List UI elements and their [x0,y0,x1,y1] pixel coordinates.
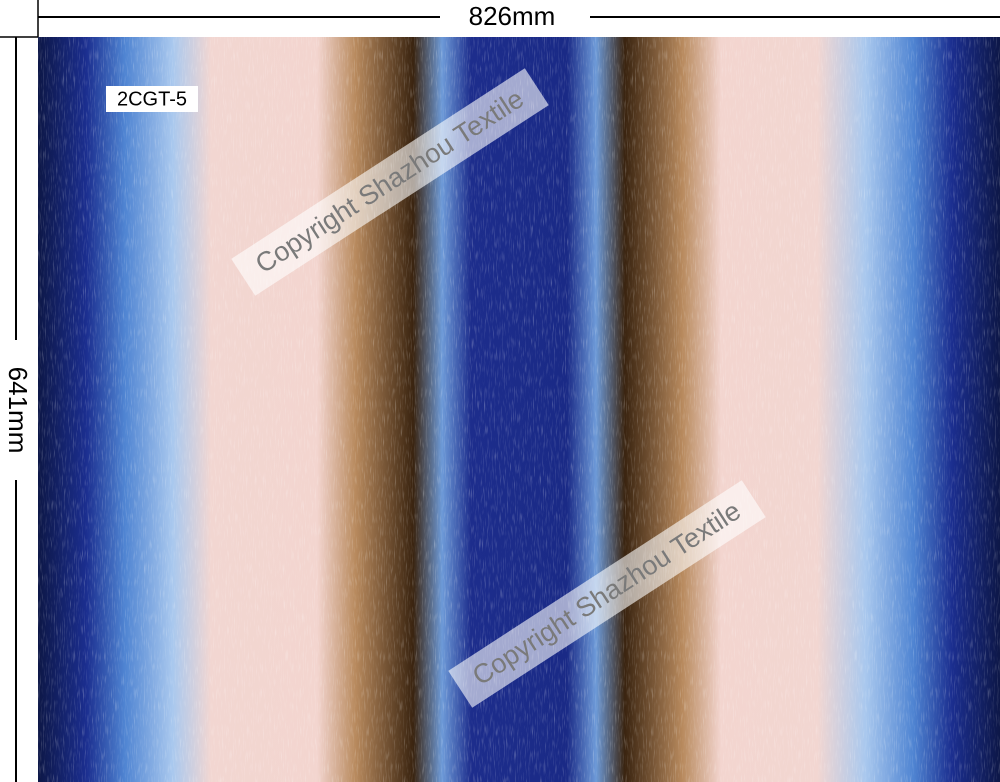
watermark-box [231,68,549,296]
design-code: 2CGT-5 [117,88,187,110]
height-label: 641mm [3,367,33,454]
code-box [106,86,198,112]
watermark-box [448,480,766,708]
width-label: 826mm [469,1,556,31]
